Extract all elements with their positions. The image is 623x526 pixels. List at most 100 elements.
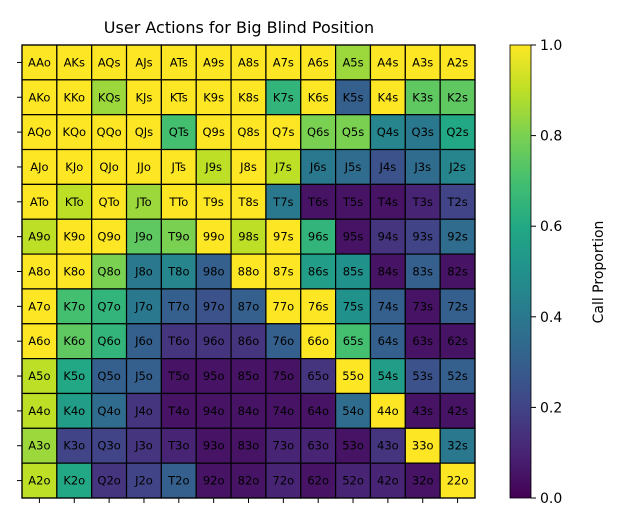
cell-label: ATo xyxy=(30,195,49,209)
cell-label: QJs xyxy=(135,125,153,139)
cell-label: A3o xyxy=(28,439,50,453)
cell-label: 32o xyxy=(412,474,434,488)
cell-label: T9s xyxy=(202,195,223,209)
cell-label: 65s xyxy=(343,334,364,348)
heatmap-cell xyxy=(195,79,232,116)
cell-label: Q5o xyxy=(97,369,120,383)
cell-label: T3s xyxy=(412,195,433,209)
cell-label: J6s xyxy=(309,160,327,174)
cell-label: 97s xyxy=(273,230,294,244)
heatmap-cell xyxy=(195,323,232,360)
cell-label: ATs xyxy=(170,55,188,69)
heatmap-cell xyxy=(404,183,441,220)
heatmap-cell xyxy=(404,323,441,360)
cell-label: A9s xyxy=(203,55,224,69)
cell-label: 86s xyxy=(308,265,329,279)
cell-label: A7s xyxy=(273,55,294,69)
cell-label: Q6o xyxy=(97,334,120,348)
heatmap-cell xyxy=(439,218,476,255)
cell-label: 84s xyxy=(378,265,399,279)
cell-label: KJs xyxy=(135,90,152,104)
cell-label: T2o xyxy=(167,474,189,488)
cell-label: 83s xyxy=(412,265,433,279)
heatmap-cell xyxy=(300,79,337,116)
cell-label: K4o xyxy=(63,404,85,418)
cell-label: 84o xyxy=(238,404,260,418)
cell-label: T2s xyxy=(446,195,467,209)
cell-label: 62o xyxy=(307,474,329,488)
cell-label: 92s xyxy=(447,230,468,244)
heatmap-cell xyxy=(56,392,93,429)
heatmap-cell xyxy=(265,288,302,325)
cell-label: 63o xyxy=(307,439,329,453)
cell-label: Q6s xyxy=(307,125,329,139)
heatmap-cell xyxy=(369,323,406,360)
heatmap-cell xyxy=(125,183,162,220)
cell-label: 32s xyxy=(447,439,468,453)
cell-label: 73o xyxy=(273,439,295,453)
cell-label: QTs xyxy=(169,125,189,139)
heatmap-cell xyxy=(125,288,162,325)
cell-label: K6o xyxy=(63,334,85,348)
cell-label: T7s xyxy=(272,195,293,209)
cell-label: 76s xyxy=(308,299,329,313)
heatmap-cell xyxy=(125,253,162,290)
cell-label: AKo xyxy=(28,90,50,104)
cell-label: A6o xyxy=(28,334,50,348)
heatmap-cell xyxy=(195,288,232,325)
colorbar-tick-label: 0.0 xyxy=(540,491,562,507)
cell-label: A5s xyxy=(342,55,363,69)
heatmap-cell xyxy=(404,44,441,81)
cell-label: 82s xyxy=(447,265,468,279)
heatmap-cell xyxy=(125,218,162,255)
cell-label: JJo xyxy=(136,160,151,174)
cell-label: 43s xyxy=(412,404,433,418)
cell-label: J3o xyxy=(134,439,153,453)
cell-label: J6o xyxy=(134,334,153,348)
cell-label: 94s xyxy=(378,230,399,244)
cell-label: J7s xyxy=(274,160,292,174)
cell-label: 52o xyxy=(342,474,364,488)
cell-label: A3s xyxy=(412,55,433,69)
cell-label: T8s xyxy=(237,195,258,209)
cell-label: AJs xyxy=(135,55,152,69)
heatmap-cell xyxy=(404,358,441,395)
cell-label: 98s xyxy=(238,230,259,244)
heatmap-cell xyxy=(439,392,476,429)
heatmap-cell xyxy=(160,114,197,151)
cell-label: QJo xyxy=(99,160,118,174)
heatmap-cell xyxy=(335,114,372,151)
heatmap-cell xyxy=(195,44,232,81)
cell-label: 64s xyxy=(378,334,399,348)
cell-label: J4o xyxy=(134,404,153,418)
cell-label: 87s xyxy=(273,265,294,279)
heatmap-cell xyxy=(404,462,441,499)
cell-label: J2o xyxy=(134,474,153,488)
heatmap-cell xyxy=(195,462,232,499)
heatmap-cell xyxy=(160,462,197,499)
cell-label: K3s xyxy=(412,90,433,104)
cell-label: 95s xyxy=(343,230,364,244)
cell-label: J5o xyxy=(134,369,153,383)
cell-label: 86o xyxy=(238,334,260,348)
cell-label: K9s xyxy=(203,90,224,104)
colorbar: 0.0 0.2 0.4 0.6 0.8 1.0 Call Proportion xyxy=(509,38,607,507)
cell-label: T5s xyxy=(342,195,363,209)
cell-label: A2s xyxy=(447,55,468,69)
cell-label: Q7s xyxy=(272,125,294,139)
cell-label: Q4s xyxy=(377,125,399,139)
cell-label: K5s xyxy=(343,90,364,104)
heatmap-cell xyxy=(21,253,58,290)
cell-label: J8o xyxy=(134,265,153,279)
colorbar-tick-label: 1.0 xyxy=(540,38,562,54)
cell-label: 99o xyxy=(203,230,225,244)
cell-label: T6s xyxy=(307,195,328,209)
cell-label: 42s xyxy=(447,404,468,418)
cell-label: 85s xyxy=(343,265,364,279)
heatmap-cell xyxy=(265,79,302,116)
heatmap-cell xyxy=(265,323,302,360)
cell-label: QTo xyxy=(99,195,120,209)
cell-label: T6o xyxy=(167,334,189,348)
cell-label: K8s xyxy=(238,90,259,104)
